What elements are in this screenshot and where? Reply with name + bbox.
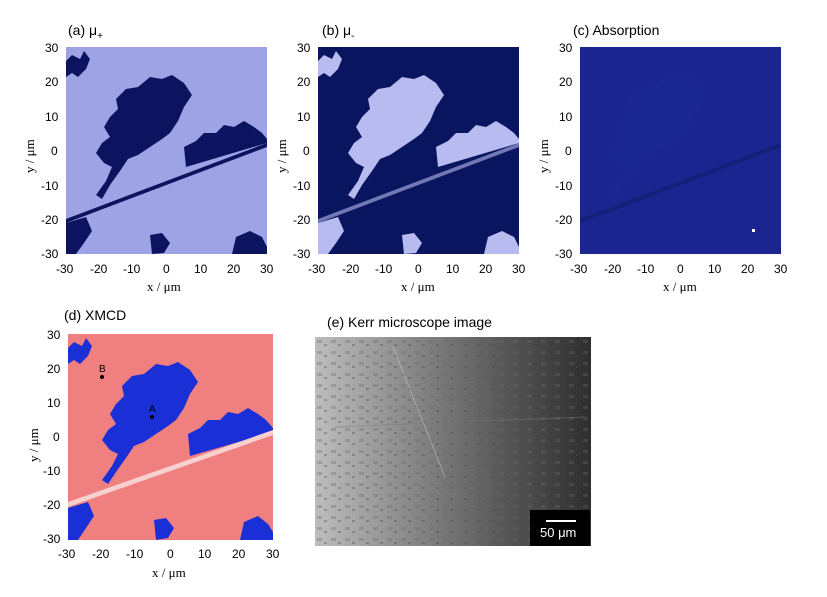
x-tick: -20 <box>92 547 110 561</box>
y-tick: 0 <box>565 144 572 158</box>
x-tick: 20 <box>232 547 246 561</box>
x-tick: -10 <box>123 262 141 276</box>
x-tick: 10 <box>708 262 722 276</box>
x-tick: -30 <box>308 262 326 276</box>
y-tick: -20 <box>293 213 311 227</box>
y-tick: -10 <box>41 179 59 193</box>
panel-a-title: (a) μ+ <box>68 22 103 42</box>
y-tick: 30 <box>559 41 573 55</box>
y-tick: -30 <box>43 532 61 546</box>
y-tick: -20 <box>43 498 61 512</box>
x-tick: 10 <box>194 262 208 276</box>
x-tick: 30 <box>266 547 280 561</box>
x-tick: 0 <box>415 262 422 276</box>
x-tick: 0 <box>163 262 170 276</box>
panel-c-image <box>580 47 781 254</box>
y-tick: -10 <box>555 179 573 193</box>
y-tick: -20 <box>555 213 573 227</box>
y-tick: -30 <box>293 247 311 261</box>
x-tick: -20 <box>90 262 108 276</box>
panel-a-image <box>66 47 267 254</box>
x-tick: -10 <box>637 262 655 276</box>
x-tick: 20 <box>227 262 241 276</box>
x-tick: 20 <box>479 262 493 276</box>
y-tick: 20 <box>297 75 311 89</box>
panel-b-title: (b) μ- <box>322 22 355 42</box>
y-tick: -10 <box>293 179 311 193</box>
x-tick: -20 <box>342 262 360 276</box>
x-tick: 30 <box>774 262 788 276</box>
x-axis-label: x / μm <box>152 565 186 580</box>
panel-e-title: (e) Kerr microscope image <box>327 314 492 330</box>
y-tick: 10 <box>45 110 59 124</box>
y-tick: 0 <box>51 144 58 158</box>
y-tick: 0 <box>303 144 310 158</box>
y-axis-label: y / μm <box>274 139 289 173</box>
y-tick: -30 <box>41 247 59 261</box>
panel-d-title: (d) XMCD <box>64 307 127 323</box>
y-tick: 30 <box>47 328 61 342</box>
x-tick: 0 <box>677 262 684 276</box>
panel-d-image: B A <box>68 334 273 540</box>
marker-b-label: B <box>99 364 106 375</box>
x-tick: -10 <box>126 547 144 561</box>
panel-b-image <box>318 47 519 254</box>
x-tick: 10 <box>446 262 460 276</box>
y-tick: 0 <box>53 430 60 444</box>
x-tick: 10 <box>198 547 212 561</box>
y-axis-label: y / μm <box>536 139 551 173</box>
y-tick: 20 <box>559 75 573 89</box>
scale-bar-label: 50 μm <box>540 525 577 540</box>
x-axis-label: x / μm <box>401 279 435 294</box>
x-tick: 20 <box>741 262 755 276</box>
x-tick: -20 <box>604 262 622 276</box>
scale-bar: 50 μm <box>530 510 590 546</box>
x-tick: -10 <box>375 262 393 276</box>
x-tick: 0 <box>167 547 174 561</box>
y-tick: -20 <box>41 213 59 227</box>
y-tick: 20 <box>45 75 59 89</box>
y-tick: -30 <box>555 247 573 261</box>
x-tick: -30 <box>58 547 76 561</box>
panel-c-title: (c) Absorption <box>573 22 660 38</box>
x-tick: 30 <box>260 262 274 276</box>
x-tick: 30 <box>512 262 526 276</box>
scale-bar-line <box>546 520 576 522</box>
x-tick: -30 <box>56 262 74 276</box>
x-tick: -30 <box>570 262 588 276</box>
y-tick: 10 <box>47 396 61 410</box>
y-tick: -10 <box>43 464 61 478</box>
marker-a-label: A <box>149 404 156 415</box>
y-tick: 20 <box>47 362 61 376</box>
x-axis-label: x / μm <box>663 279 697 294</box>
y-tick: 10 <box>559 110 573 124</box>
y-axis-label: y / μm <box>22 139 37 173</box>
x-axis-label: x / μm <box>147 279 181 294</box>
y-tick: 10 <box>297 110 311 124</box>
y-axis-label: y / μm <box>26 428 41 462</box>
y-tick: 30 <box>297 41 311 55</box>
y-tick: 30 <box>45 41 59 55</box>
